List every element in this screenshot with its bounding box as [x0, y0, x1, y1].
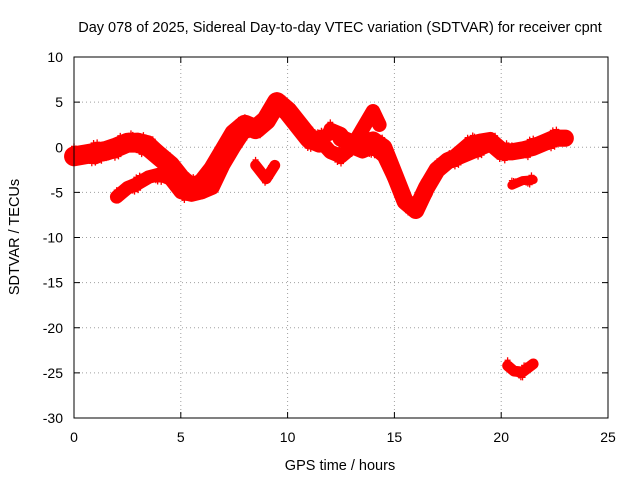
- y-tick-label: -20: [43, 320, 63, 336]
- x-tick-label: 20: [493, 429, 509, 445]
- y-tick-label: -10: [43, 230, 63, 246]
- y-tick-label: -30: [43, 410, 63, 426]
- y-axis-label: SDTVAR / TECUs: [7, 179, 23, 295]
- x-tick-label: 10: [280, 429, 296, 445]
- data-series: [64, 92, 574, 381]
- plot-frame: [73, 56, 609, 419]
- series-band: [420, 131, 508, 190]
- series-arc-d: [195, 92, 338, 200]
- y-tick-label: -5: [51, 184, 64, 200]
- series-band: [195, 93, 338, 200]
- axis-ticks: 0 5 10 15 20 25 -30 -25 -20 -15 -10 -5 0 5 10: [43, 49, 616, 445]
- series-band: [78, 132, 177, 172]
- x-tick-label: 5: [177, 429, 185, 445]
- chart-title: Day 078 of 2025, Sidereal Day-to-day VTE…: [78, 20, 602, 36]
- x-axis-label: GPS time / hours: [285, 458, 395, 474]
- series-band: [502, 358, 539, 378]
- x-tick-label: 0: [70, 429, 78, 445]
- x-tick-label: 25: [600, 429, 616, 445]
- series-arc-i: [420, 131, 508, 190]
- series-band: [507, 175, 538, 190]
- series-arc-k: [502, 357, 539, 381]
- y-tick-label: -25: [43, 365, 63, 381]
- series-arc-h: [332, 126, 574, 219]
- y-tick-label: 10: [47, 49, 63, 65]
- y-tick-label: -15: [43, 275, 63, 291]
- y-tick-label: 0: [55, 139, 63, 155]
- x-tick-label: 15: [387, 429, 403, 445]
- series-arc-j: [507, 172, 538, 190]
- series-arc-e: [250, 156, 281, 186]
- series-arc-b: [78, 130, 177, 172]
- y-tick-label: 5: [55, 94, 63, 110]
- series-band: [250, 159, 281, 185]
